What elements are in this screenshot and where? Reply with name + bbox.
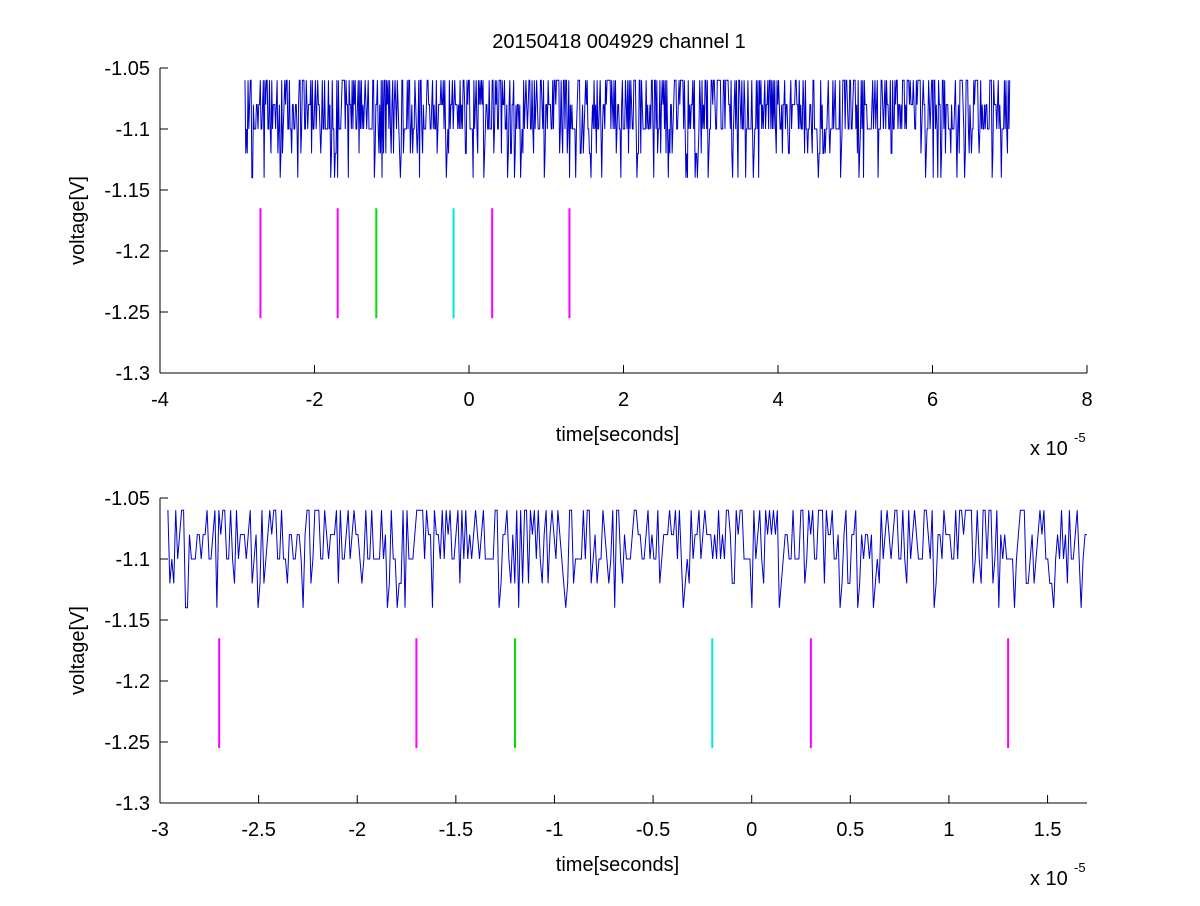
x-tick-label: -4 [151,389,169,411]
x-tick-label: -1.5 [439,819,473,841]
x-tick-label: -2.5 [241,819,275,841]
x-tick-label: 0.5 [836,819,864,841]
voltage-trace [167,509,1087,609]
y-tick-label: -1.25 [104,732,150,754]
x-tick-label: 1.5 [1034,819,1062,841]
y-tick-label: -1.15 [104,180,150,202]
x-tick-label: -1 [546,819,564,841]
voltage-trace [244,79,1011,179]
x-exponent-label: x 10 [1030,438,1068,460]
x-tick-label: 8 [1081,389,1092,411]
y-tick-label: -1.2 [116,241,150,263]
x-tick-label: 1 [943,819,954,841]
x-exponent-label: x 10 [1030,868,1068,890]
y-axis-label: voltage[V] [67,176,89,265]
bottom-subplot: -1.3 -1.25 -1.2 -1.15 -1.1 -1.05 -3 -2.5 -2 -1.5 -… [67,488,1087,890]
x-axis-label: time[seconds] [556,854,679,876]
y-tick-label: -1.05 [104,58,150,80]
x-tick-label: 0 [746,819,757,841]
x-exponent-power: -5 [1074,860,1086,875]
y-tick-label: -1.2 [116,671,150,693]
top-subplot: -1.3 -1.25 -1.2 -1.15 -1.1 -1.05 -4 -2 0 2 4 6 8 time… [67,58,1093,460]
x-exponent-power: -5 [1074,430,1086,445]
x-tick-label: -2 [348,819,366,841]
y-tick-label: -1.3 [116,793,150,815]
y-tick-label: -1.1 [116,119,150,141]
x-tick-label: 6 [927,389,938,411]
y-tick-label: -1.05 [104,488,150,510]
x-tick-label: 0 [463,389,474,411]
x-tick-label: -0.5 [636,819,670,841]
x-tick-label: 4 [772,389,783,411]
x-tick-label: 2 [618,389,629,411]
chart-title: 20150418 004929 channel 1 [492,31,746,53]
x-tick-label: -2 [306,389,324,411]
y-tick-label: -1.3 [116,363,150,385]
y-tick-label: -1.15 [104,610,150,632]
x-tick-label: -3 [151,819,169,841]
y-axis-label: voltage[V] [67,606,89,695]
x-axis-label: time[seconds] [556,424,679,446]
y-tick-label: -1.25 [104,302,150,324]
y-tick-label: -1.1 [116,549,150,571]
